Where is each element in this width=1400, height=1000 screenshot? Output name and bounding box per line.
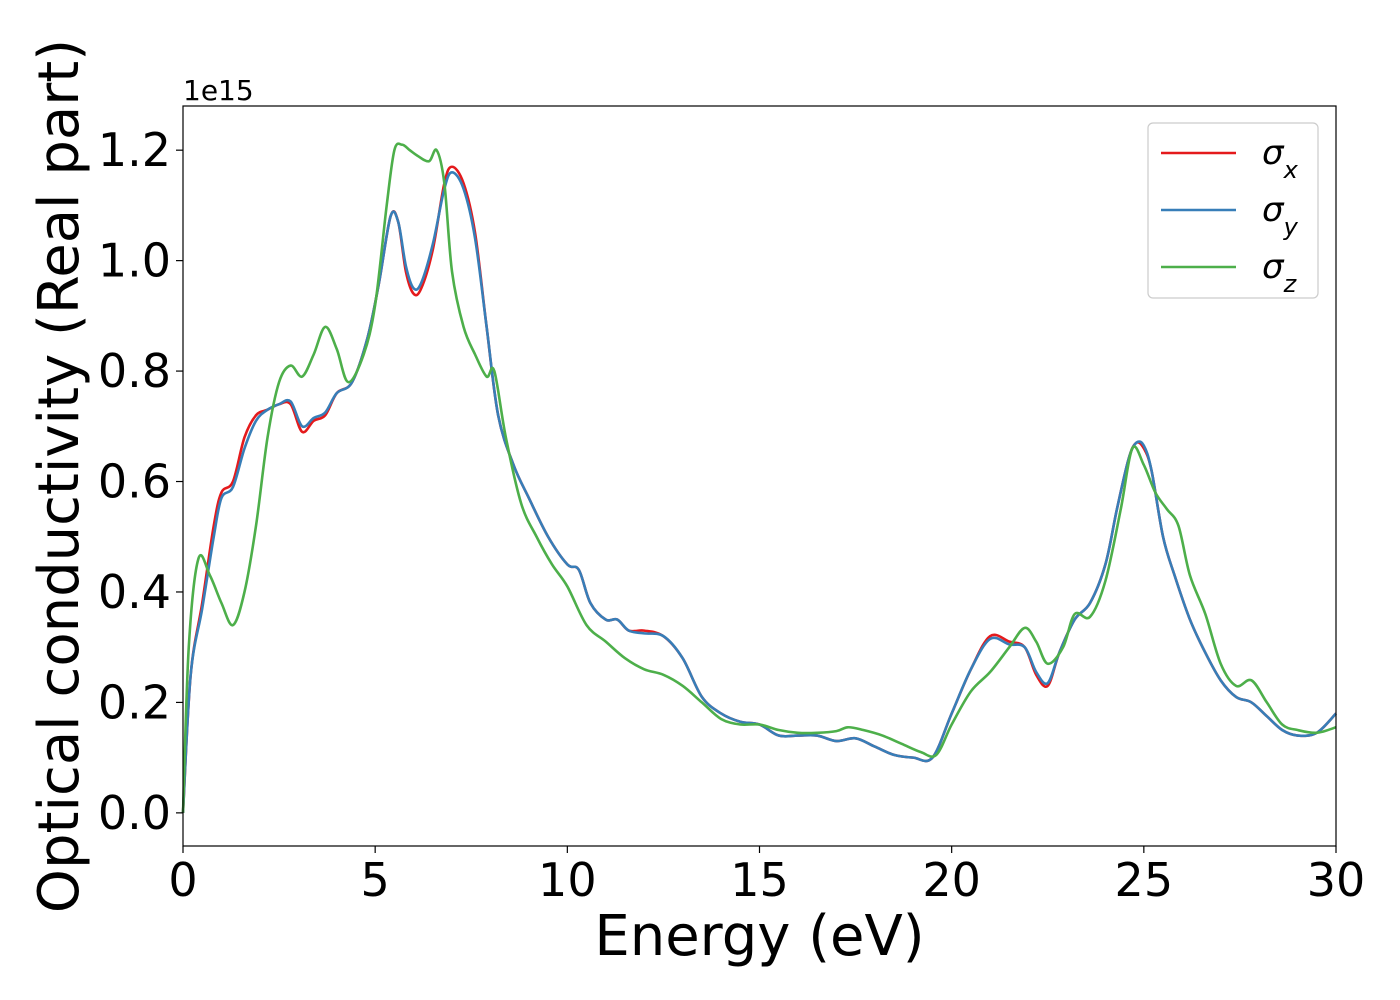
legend-label-subscript: z <box>1283 270 1298 298</box>
legend-label-y: σy <box>1262 190 1299 241</box>
series-line-y <box>181 170 1337 813</box>
x-tick-label: 20 <box>922 853 981 907</box>
series-line-z <box>181 142 1337 813</box>
x-tick-label: 10 <box>538 853 597 907</box>
x-tick-label: 0 <box>168 853 197 907</box>
y-tick-label: 0.0 <box>98 786 171 840</box>
x-axis: 0 5 10 15 20 25 30 <box>168 846 1365 907</box>
y-tick-label: 0.2 <box>98 675 171 729</box>
y-tick-label: 0.6 <box>98 455 171 509</box>
series-layer <box>181 142 1337 813</box>
legend-label-symbol: σ <box>1262 133 1285 173</box>
y-tick-label: 1.2 <box>98 123 171 177</box>
x-axis-title: Energy (eV) <box>594 904 924 969</box>
x-tick-label: 25 <box>1115 853 1174 907</box>
legend-label-x: σx <box>1262 133 1299 184</box>
y-axis-title: Optical conductivity (Real part) <box>27 39 92 913</box>
legend-label-symbol: σ <box>1262 190 1285 230</box>
y-tick-label: 0.4 <box>98 565 171 619</box>
y-axis-offset-text: 1e15 <box>183 74 254 107</box>
y-axis: 0.0 0.2 0.4 0.6 0.8 1.0 1.2 <box>98 123 183 840</box>
legend-label-symbol: σ <box>1262 247 1285 287</box>
x-tick-label: 30 <box>1307 853 1366 907</box>
y-tick-label: 0.8 <box>98 344 171 398</box>
legend-label-z: σz <box>1262 247 1298 298</box>
x-tick-label: 5 <box>361 853 390 907</box>
legend-label-subscript: y <box>1283 213 1299 241</box>
x-tick-label: 15 <box>730 853 789 907</box>
y-tick-label: 1.0 <box>98 234 171 288</box>
legend-label-subscript: x <box>1283 156 1299 184</box>
